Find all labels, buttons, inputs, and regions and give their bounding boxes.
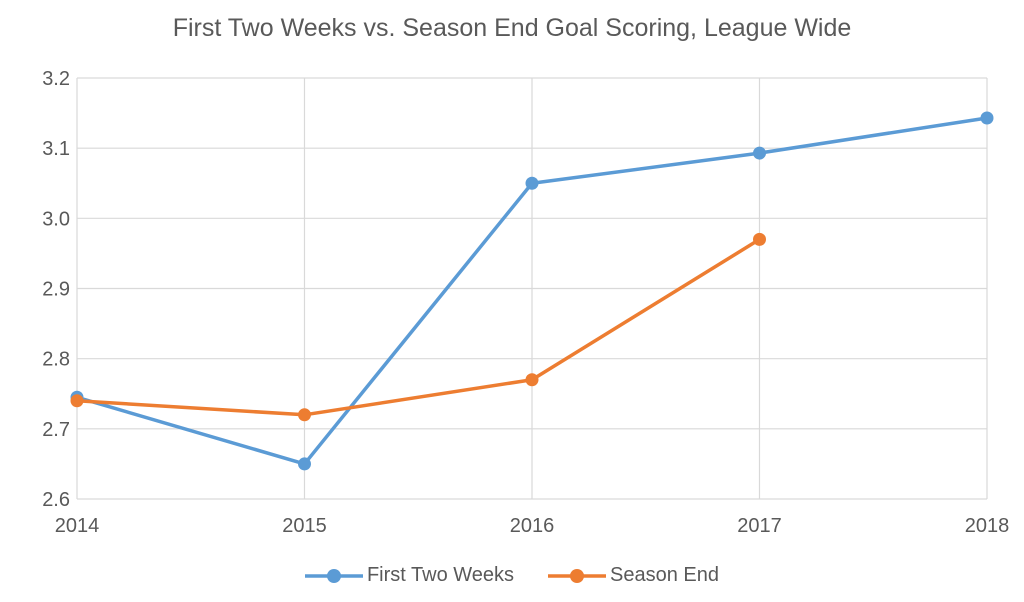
y-tick-label: 3.2 xyxy=(42,68,70,90)
chart-title: First Two Weeks vs. Season End Goal Scor… xyxy=(172,14,852,42)
y-tick-label: 2.8 xyxy=(42,349,70,371)
data-point-season-end xyxy=(70,394,84,408)
data-point-season-end xyxy=(525,373,539,387)
legend-swatch-season-end xyxy=(548,568,607,583)
data-point-first-two-weeks xyxy=(298,457,311,471)
data-point-first-two-weeks xyxy=(753,146,766,160)
y-tick-label: 2.7 xyxy=(42,419,70,441)
series-line-season-end xyxy=(75,237,762,417)
x-tick-label: 2017 xyxy=(737,515,782,537)
y-tick-label: 2.9 xyxy=(42,279,70,301)
legend-item-first-two-weeks: First Two Weeks xyxy=(304,564,515,587)
data-point-season-end xyxy=(298,408,311,422)
x-tick-label: 2015 xyxy=(282,515,327,537)
legend-label-first-two-weeks: First Two Weeks xyxy=(366,564,515,586)
legend-label-season-end: Season End xyxy=(610,564,720,586)
y-tick-label: 2.6 xyxy=(42,489,70,511)
legend: First Two Weeks Season End xyxy=(0,564,1024,587)
x-tick-label: 2014 xyxy=(55,515,100,537)
y-tick-label: 3.1 xyxy=(42,138,70,160)
legend-swatch-first-two-weeks xyxy=(304,568,363,583)
data-point-first-two-weeks xyxy=(525,176,539,190)
data-point-season-end xyxy=(753,232,766,246)
y-tick-label: 3.0 xyxy=(42,208,70,230)
x-tick-label: 2016 xyxy=(510,515,555,537)
legend-item-season-end: Season End xyxy=(548,564,719,587)
data-point-first-two-weeks xyxy=(980,111,994,125)
x-tick-label: 2018 xyxy=(965,515,1010,537)
